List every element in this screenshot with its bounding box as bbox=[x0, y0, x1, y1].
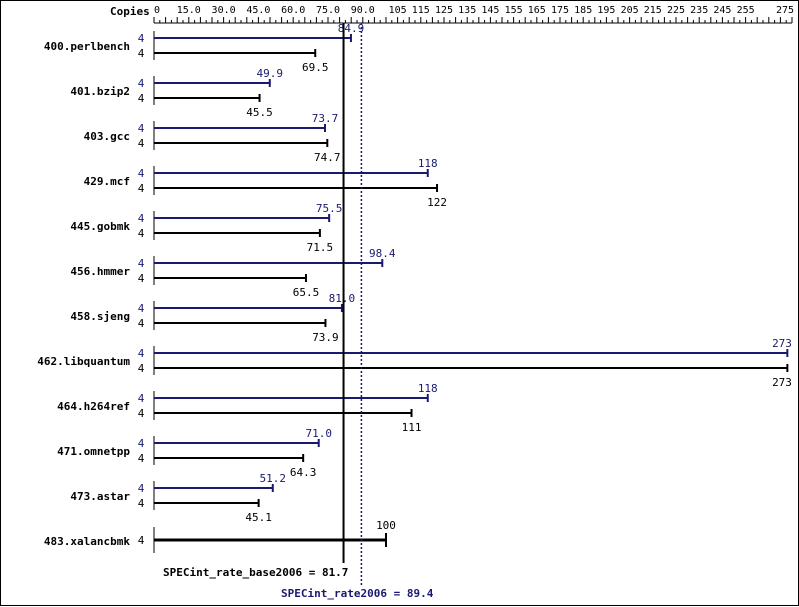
copies-count-base: 4 bbox=[138, 497, 145, 510]
copies-count-peak: 4 bbox=[138, 122, 145, 135]
x-tick-label: 15.0 bbox=[177, 5, 201, 16]
copies-header: Copies bbox=[110, 5, 150, 18]
copies-count-base: 4 bbox=[138, 92, 145, 105]
x-tick-label: 125 bbox=[435, 5, 453, 16]
bar-value-label-base: 45.5 bbox=[246, 106, 273, 119]
bar-value-label: 100 bbox=[376, 519, 396, 532]
copies-count-peak: 4 bbox=[138, 32, 145, 45]
x-tick-label: 45.0 bbox=[246, 5, 270, 16]
bar-value-label-peak: 73.7 bbox=[312, 112, 339, 125]
x-tick-label: 145 bbox=[481, 5, 499, 16]
copies-count-peak: 4 bbox=[138, 257, 145, 270]
copies-count-base: 4 bbox=[138, 137, 145, 150]
bar-value-label-base: 64.3 bbox=[290, 466, 317, 479]
benchmark-label: 471.omnetpp bbox=[57, 445, 130, 458]
reference-lines bbox=[342, 23, 363, 585]
bars: 400.perlbench484.9469.5401.bzip2449.9445… bbox=[37, 22, 792, 553]
bar-value-label-base: 74.7 bbox=[314, 151, 341, 164]
bar-value-label-base: 65.5 bbox=[293, 286, 320, 299]
copies-count: 4 bbox=[138, 534, 145, 547]
bar-value-label-base: 111 bbox=[402, 421, 422, 434]
x-tick-label: 255 bbox=[737, 5, 755, 16]
x-tick-label: 90.0 bbox=[351, 5, 375, 16]
bar-value-label-peak: 98.4 bbox=[369, 247, 396, 260]
copies-count-peak: 4 bbox=[138, 437, 145, 450]
x-tick-label: 235 bbox=[690, 5, 708, 16]
x-tick-label: 175 bbox=[551, 5, 569, 16]
x-tick-label: 60.0 bbox=[281, 5, 305, 16]
bar-value-label-peak: 51.2 bbox=[260, 472, 287, 485]
bar-value-label-peak: 75.5 bbox=[316, 202, 343, 215]
bar-value-label-base: 71.5 bbox=[307, 241, 334, 254]
copies-count-peak: 4 bbox=[138, 212, 145, 225]
bar-value-label-base: 122 bbox=[427, 196, 447, 209]
benchmark-label: 473.astar bbox=[70, 490, 130, 503]
benchmark-label: 462.libquantum bbox=[37, 355, 130, 368]
benchmark-label: 458.sjeng bbox=[70, 310, 130, 323]
x-axis: 0 15.0 30.0 45.0 60.0 75.0 90.0 105 115 125 135 145… bbox=[153, 5, 794, 24]
benchmark-label: 400.perlbench bbox=[44, 40, 130, 53]
copies-count-peak: 4 bbox=[138, 392, 145, 405]
benchmark-label: 483.xalancbmk bbox=[44, 535, 130, 548]
copies-count-peak: 4 bbox=[138, 347, 145, 360]
x-tick-label: 205 bbox=[621, 5, 639, 16]
bar-value-label-peak: 118 bbox=[418, 382, 438, 395]
benchmark-label: 456.hmmer bbox=[70, 265, 130, 278]
copies-count-peak: 4 bbox=[138, 77, 145, 90]
x-tick-label: 75.0 bbox=[316, 5, 340, 16]
x-tick-label: 105 bbox=[389, 5, 407, 16]
x-tick-label: 195 bbox=[597, 5, 615, 16]
copies-count-peak: 4 bbox=[138, 167, 145, 180]
bar-value-label-peak: 49.9 bbox=[257, 67, 284, 80]
x-tick-label: 155 bbox=[505, 5, 523, 16]
x-tick-label: 225 bbox=[667, 5, 685, 16]
bar-value-label-peak: 118 bbox=[418, 157, 438, 170]
x-tick-label: 30.0 bbox=[212, 5, 236, 16]
x-tick-label: 245 bbox=[713, 5, 731, 16]
bar-value-label-base: 45.1 bbox=[245, 511, 272, 524]
copies-count-peak: 4 bbox=[138, 482, 145, 495]
bar-value-label-peak: 273 bbox=[772, 337, 792, 350]
benchmark-label: 445.gobmk bbox=[70, 220, 130, 233]
bar-value-label-peak: 81.0 bbox=[329, 292, 356, 305]
copies-count-base: 4 bbox=[138, 47, 145, 60]
bar-value-label-peak: 84.9 bbox=[338, 22, 365, 35]
bar-value-label-peak: 71.0 bbox=[305, 427, 332, 440]
copies-count-base: 4 bbox=[138, 227, 145, 240]
copies-count-base: 4 bbox=[138, 362, 145, 375]
bar-value-label-base: 69.5 bbox=[302, 61, 329, 74]
copies-count-base: 4 bbox=[138, 272, 145, 285]
copies-count-base: 4 bbox=[138, 182, 145, 195]
benchmark-label: 429.mcf bbox=[84, 175, 130, 188]
x-tick-label: 275 bbox=[776, 5, 794, 16]
x-tick-label: 115 bbox=[412, 5, 430, 16]
copies-count-peak: 4 bbox=[138, 302, 145, 315]
base-summary-label: SPECint_rate_base2006 = 81.7 bbox=[163, 566, 348, 579]
benchmark-label: 401.bzip2 bbox=[70, 85, 130, 98]
x-tick-label: 215 bbox=[644, 5, 662, 16]
copies-count-base: 4 bbox=[138, 407, 145, 420]
bar-value-label-base: 273 bbox=[772, 376, 792, 389]
bar-value-label-base: 73.9 bbox=[312, 331, 339, 344]
x-tick-label: 165 bbox=[528, 5, 546, 16]
x-tick-label: 135 bbox=[458, 5, 476, 16]
copies-count-base: 4 bbox=[138, 452, 145, 465]
benchmark-label: 403.gcc bbox=[84, 130, 130, 143]
peak-summary-label: SPECint_rate2006 = 89.4 bbox=[281, 587, 434, 600]
x-tick-label: 185 bbox=[574, 5, 592, 16]
x-tick-label: 0 bbox=[154, 5, 160, 16]
copies-count-base: 4 bbox=[138, 317, 145, 330]
benchmark-label: 464.h264ref bbox=[57, 400, 130, 413]
bar-combined bbox=[154, 538, 386, 542]
